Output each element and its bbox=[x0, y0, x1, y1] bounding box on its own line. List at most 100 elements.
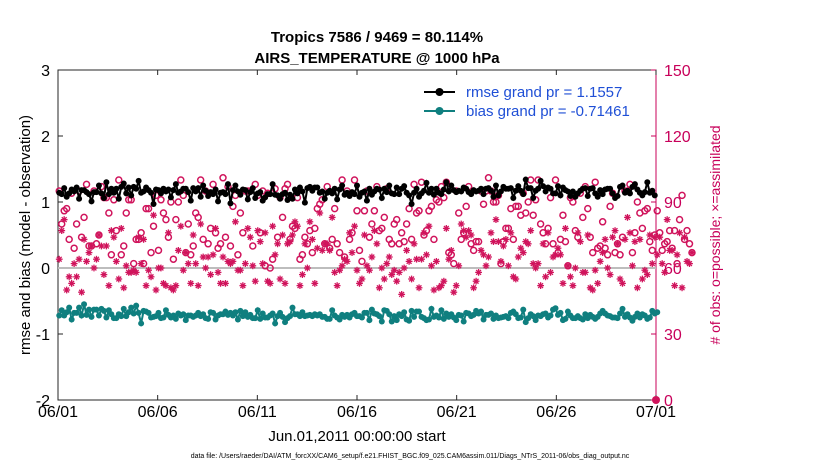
rmse-point bbox=[103, 179, 110, 186]
assimilated-obs-stroke bbox=[634, 284, 641, 291]
assimilated-obs-stroke bbox=[498, 258, 504, 265]
possible-obs-point bbox=[685, 240, 694, 248]
assimilated-obs-stroke bbox=[453, 282, 460, 289]
assimilated-obs-stroke bbox=[277, 276, 283, 282]
x-tick-label: 06/26 bbox=[536, 404, 576, 421]
assimilated-obs-stroke bbox=[602, 236, 608, 243]
possible-obs-point bbox=[333, 240, 341, 248]
assimilated-obs-stroke bbox=[617, 276, 623, 282]
assimilated-obs-stroke bbox=[101, 271, 107, 278]
assimilated-obs-stroke bbox=[110, 234, 117, 241]
rmse-point bbox=[123, 190, 130, 197]
assimilated-obs-point bbox=[601, 236, 609, 243]
assimilated-obs-stroke bbox=[247, 234, 254, 241]
assimilated-obs-stroke bbox=[565, 262, 571, 269]
assimilated-obs-point bbox=[361, 231, 368, 239]
rmse-point bbox=[98, 190, 105, 197]
assimilated-obs-stroke bbox=[351, 223, 358, 230]
bias-point bbox=[73, 309, 80, 316]
assimilated-obs-stroke bbox=[473, 278, 479, 285]
bias-point bbox=[532, 317, 539, 324]
assimilated-obs-stroke bbox=[192, 260, 199, 267]
assimilated-obs-stroke bbox=[503, 236, 509, 243]
assimilated-obs-stroke bbox=[520, 249, 527, 256]
assimilated-obs-stroke bbox=[651, 234, 658, 241]
possible-obs-point bbox=[579, 213, 587, 222]
possible-obs-point bbox=[601, 244, 609, 252]
rmse-point bbox=[631, 181, 638, 188]
possible-obs-point bbox=[107, 251, 116, 259]
assimilated-obs-point bbox=[440, 277, 448, 285]
assimilated-obs-point bbox=[467, 231, 475, 239]
assimilated-obs-stroke bbox=[120, 284, 127, 291]
assimilated-obs-point bbox=[544, 229, 552, 237]
rmse-point bbox=[594, 193, 601, 200]
assimilated-obs-point bbox=[358, 275, 366, 283]
assimilated-obs-point bbox=[686, 260, 693, 267]
possible-obs-point bbox=[82, 180, 91, 189]
rmse-point bbox=[376, 186, 383, 193]
assimilated-obs-point bbox=[604, 264, 612, 272]
bias-point bbox=[425, 316, 432, 323]
assimilated-obs-stroke bbox=[202, 265, 209, 271]
rmse-point bbox=[393, 184, 400, 191]
assimilated-obs-point bbox=[70, 260, 78, 267]
assimilated-obs-stroke bbox=[83, 258, 90, 265]
assimilated-obs-stroke bbox=[267, 280, 274, 287]
rmse-point bbox=[510, 195, 517, 202]
rmse-point bbox=[331, 185, 338, 192]
possible-obs-point bbox=[675, 215, 684, 224]
assimilated-obs-stroke bbox=[197, 221, 204, 227]
rmse-point bbox=[408, 200, 415, 207]
possible-obs-point bbox=[189, 242, 197, 250]
assimilated-obs-stroke bbox=[406, 258, 412, 265]
rmse-point bbox=[210, 191, 217, 198]
assimilated-obs-point bbox=[301, 240, 309, 248]
bias-point bbox=[453, 317, 460, 324]
bias-point bbox=[133, 302, 140, 309]
assimilated-obs-stroke bbox=[570, 282, 576, 289]
assimilated-obs-stroke bbox=[78, 289, 85, 296]
assimilated-obs-point bbox=[241, 260, 249, 267]
assimilated-obs-stroke bbox=[408, 276, 415, 282]
bias-point bbox=[646, 314, 653, 321]
assimilated-obs-point bbox=[172, 282, 180, 289]
rmse-point bbox=[277, 195, 284, 202]
bias-point bbox=[401, 309, 408, 316]
bias-point bbox=[557, 309, 564, 316]
assimilated-obs-point bbox=[137, 260, 145, 267]
rmse-point bbox=[490, 193, 497, 200]
assimilated-obs-stroke bbox=[329, 214, 336, 221]
rmse-point bbox=[547, 185, 554, 192]
assimilated-obs-stroke bbox=[68, 280, 75, 287]
bias-point bbox=[138, 320, 145, 327]
possible-obs-point bbox=[172, 215, 180, 224]
assimilated-obs-stroke bbox=[656, 234, 663, 241]
possible-obs-point bbox=[584, 204, 592, 213]
bias-point bbox=[254, 307, 261, 314]
assimilated-obs-point bbox=[299, 271, 306, 278]
rmse-point bbox=[227, 200, 234, 207]
assimilated-obs-point bbox=[207, 271, 215, 278]
bias-point bbox=[58, 307, 65, 314]
legend-label-bias: bias grand pr = -0.71461 bbox=[466, 103, 630, 120]
assimilated-obs-stroke bbox=[480, 251, 487, 258]
possible-obs-point bbox=[569, 198, 577, 206]
assimilated-obs-point bbox=[351, 222, 358, 230]
possible-obs-point bbox=[397, 229, 406, 237]
assimilated-obs-point bbox=[115, 275, 123, 283]
rmse-point bbox=[267, 191, 274, 198]
assimilated-obs-point bbox=[619, 280, 626, 287]
y-tick-label: 2 bbox=[41, 129, 50, 146]
possible-obs-point bbox=[335, 248, 344, 257]
final-obs-count-point bbox=[652, 396, 660, 404]
bias-point bbox=[63, 309, 70, 316]
assimilated-obs-stroke bbox=[391, 267, 398, 274]
rmse-point bbox=[222, 191, 229, 198]
assimilated-obs-point bbox=[303, 264, 311, 272]
bias-point bbox=[86, 306, 93, 313]
rmse-point bbox=[515, 183, 522, 190]
possible-obs-point bbox=[479, 200, 488, 208]
assimilated-obs-stroke bbox=[359, 276, 365, 282]
assimilated-obs-stroke bbox=[448, 247, 455, 254]
